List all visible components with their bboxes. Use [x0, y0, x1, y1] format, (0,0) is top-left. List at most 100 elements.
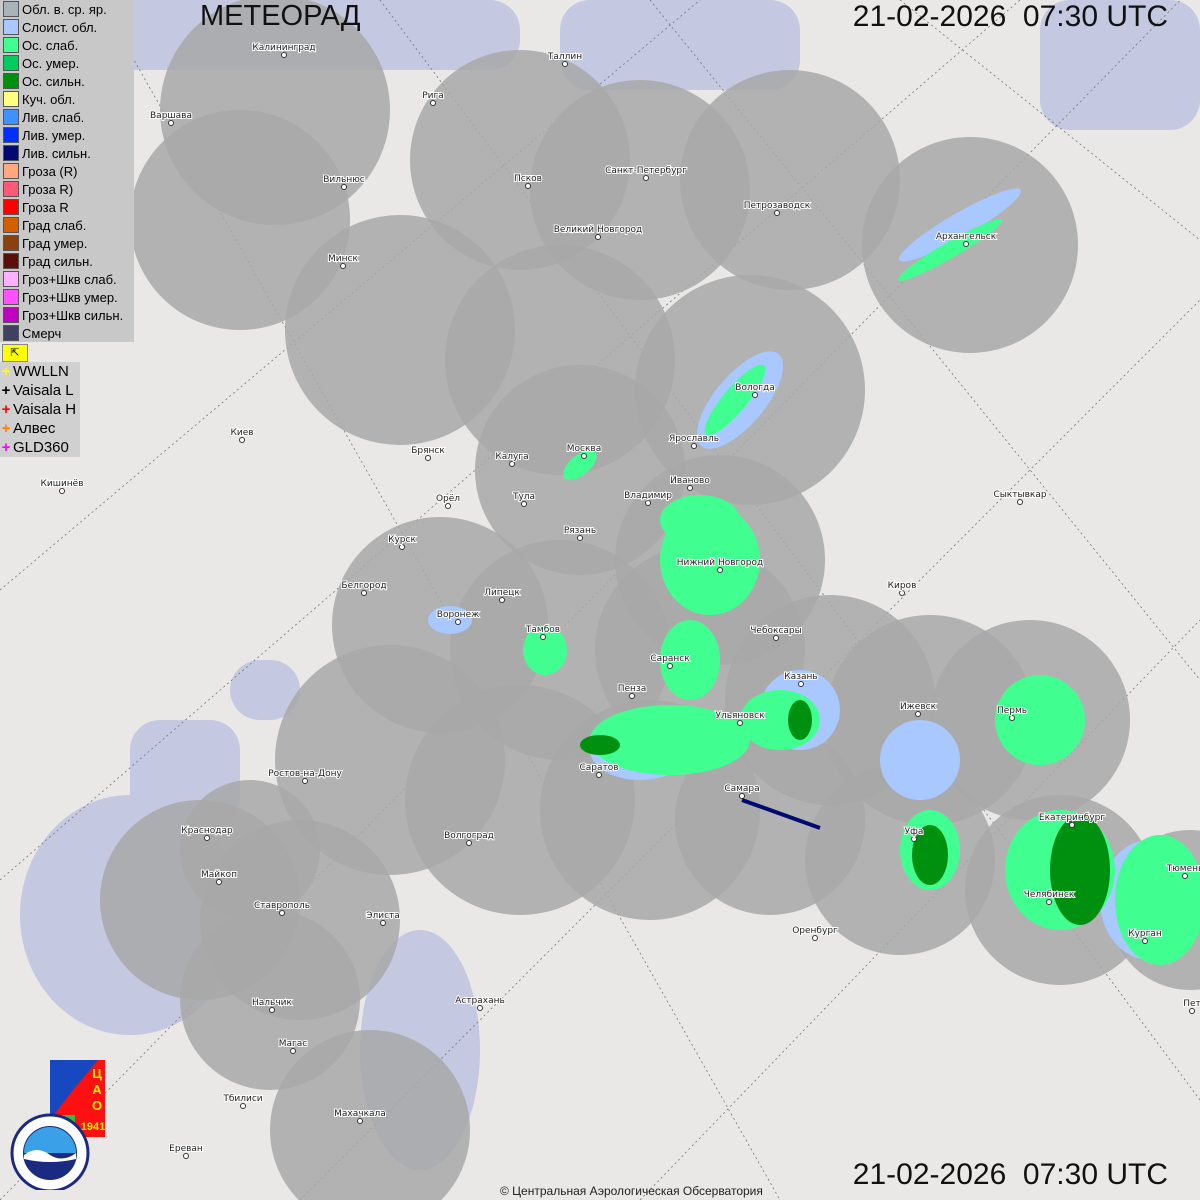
legend-item: Смерч	[0, 324, 134, 342]
legend-item: Гроз+Шкв умер.	[0, 288, 134, 306]
city-label: Калининград	[252, 43, 315, 53]
city-marker[interactable]: Липецк	[483, 587, 521, 603]
legend-label: Ос. слаб.	[22, 37, 79, 53]
city-marker[interactable]: Таллин	[546, 51, 583, 67]
city-marker[interactable]: Иваново	[669, 475, 711, 491]
city-marker[interactable]: Ульяновск	[714, 710, 766, 726]
city-marker[interactable]: Пенза	[617, 683, 647, 699]
city-marker[interactable]: Нальчик	[251, 997, 294, 1013]
city-marker[interactable]: Киров	[887, 580, 917, 596]
cross-icon: +	[1, 420, 11, 437]
city-label: Нальчик	[252, 998, 293, 1008]
city-marker[interactable]: Курск	[387, 534, 417, 550]
city-marker[interactable]: Челябинск	[1023, 889, 1076, 905]
legend-item: Гроза (R)	[0, 162, 134, 180]
city-dot-icon	[455, 619, 461, 625]
city-marker[interactable]: Варшава	[149, 110, 193, 126]
city-marker[interactable]: Минск	[327, 253, 360, 269]
city-marker[interactable]: Волгоград	[443, 830, 495, 846]
city-marker[interactable]: Саратов	[578, 762, 620, 778]
city-marker[interactable]: Брянск	[410, 445, 446, 461]
city-label: Белгород	[341, 581, 386, 591]
city-dot-icon	[737, 720, 743, 726]
city-label: Чебоксары	[750, 626, 801, 636]
city-marker[interactable]: Тула	[511, 491, 536, 507]
city-marker[interactable]: Курган	[1127, 928, 1163, 944]
city-marker[interactable]: Ереван	[168, 1143, 204, 1159]
city-marker[interactable]: Екатеринбург	[1038, 812, 1106, 828]
city-marker[interactable]: Ростов-на-Дону	[267, 768, 343, 784]
city-label: Минск	[328, 254, 358, 264]
cross-icon: +	[1, 439, 11, 456]
city-marker[interactable]: Воронеж	[436, 609, 480, 625]
city-marker[interactable]: Казань	[783, 671, 819, 687]
legend-swatch	[3, 163, 19, 179]
city-marker[interactable]: Ижевск	[899, 701, 938, 717]
city-marker[interactable]: Тамбов	[524, 624, 561, 640]
city-marker[interactable]: Рязань	[563, 525, 597, 541]
city-marker[interactable]: Киев	[229, 427, 255, 443]
city-marker[interactable]: Самара	[723, 783, 761, 799]
legend-item: Гроз+Шкв сильн.	[0, 306, 134, 324]
city-marker[interactable]: Оренбург	[791, 925, 839, 941]
city-marker[interactable]: Краснодар	[180, 825, 234, 841]
legend-item: Ос. умер.	[0, 54, 134, 72]
app-title: МЕТЕОРАД	[200, 0, 361, 32]
city-marker[interactable]: Сыктывкар	[992, 489, 1048, 505]
city-marker[interactable]: Магас	[278, 1038, 308, 1054]
city-marker[interactable]: Архангельск	[935, 231, 998, 247]
sea	[230, 660, 300, 720]
city-marker[interactable]: Астрахань	[454, 995, 506, 1011]
city-marker[interactable]: Пет	[1182, 998, 1200, 1014]
sea	[1040, 0, 1200, 130]
city-marker[interactable]: Великий Новгород	[553, 224, 643, 240]
city-marker[interactable]: Орёл	[435, 493, 461, 509]
city-marker[interactable]: Калуга	[494, 451, 530, 467]
timestamp-top: 21-02-2026 07:30 UTC	[852, 0, 1168, 33]
city-marker[interactable]: Тбилиси	[221, 1093, 264, 1109]
city-marker[interactable]: Владимир	[623, 490, 673, 506]
city-marker[interactable]: Саранск	[649, 653, 691, 669]
city-marker[interactable]: Майкоп	[200, 869, 238, 885]
city-dot-icon	[290, 1048, 296, 1054]
precip-echo	[523, 625, 567, 675]
city-label: Курган	[1128, 929, 1162, 939]
city-marker[interactable]: Ярославль	[668, 433, 720, 449]
legend-swatch	[3, 145, 19, 161]
city-dot-icon	[643, 175, 649, 181]
logos: Ц А О 1941	[10, 1060, 110, 1194]
precip-echo	[1050, 815, 1110, 925]
city-marker[interactable]: Тюмень	[1165, 863, 1200, 879]
radar-coverage-circle	[130, 110, 350, 330]
city-marker[interactable]: Санкт-Петербург	[604, 165, 688, 181]
city-marker[interactable]: Вильнюс	[322, 174, 366, 190]
city-marker[interactable]: Махачкала	[333, 1108, 387, 1124]
city-marker[interactable]: Вологда	[734, 382, 776, 398]
city-marker[interactable]: Петрозаводск	[743, 200, 812, 216]
city-dot-icon	[899, 590, 905, 596]
city-marker[interactable]: Рига	[421, 90, 445, 106]
city-marker[interactable]: Калининград	[251, 42, 317, 58]
city-label: Воронеж	[437, 610, 479, 620]
city-marker[interactable]: Уфа	[904, 826, 924, 842]
city-marker[interactable]: Белгород	[340, 580, 388, 596]
city-marker[interactable]: Чебоксары	[749, 625, 803, 641]
city-marker[interactable]: Нижний Новгород	[676, 557, 764, 573]
city-marker[interactable]: Пермь	[996, 705, 1028, 721]
city-marker[interactable]: Кишинёв	[39, 478, 85, 494]
city-dot-icon	[1142, 938, 1148, 944]
city-label: Киров	[888, 581, 917, 591]
city-dot-icon	[577, 535, 583, 541]
city-marker[interactable]: Ставрополь	[253, 900, 311, 916]
city-marker[interactable]: Псков	[513, 173, 543, 189]
arrow-up-left-icon[interactable]: ⇱	[2, 344, 28, 362]
precip-echo	[741, 798, 821, 830]
city-marker[interactable]: Москва	[566, 443, 602, 459]
city-labels: Калининград Таллин Рига Варшава Санкт-Петерб…	[39, 42, 1200, 1159]
city-label: Санкт-Петербург	[605, 166, 687, 176]
city-dot-icon	[1046, 899, 1052, 905]
city-marker[interactable]: Элиста	[365, 910, 401, 926]
precip-echo	[704, 364, 766, 436]
city-label: Сыктывкар	[993, 490, 1046, 500]
